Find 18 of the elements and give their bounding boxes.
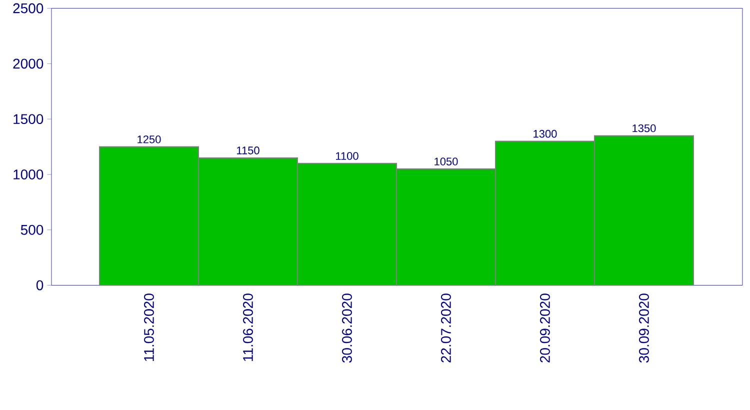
y-tick-label: 1000	[14, 169, 44, 180]
y-tick-label: 500	[20, 224, 44, 235]
x-tick-label: 11.06.2020	[243, 293, 253, 361]
data-label: 1100	[336, 152, 358, 160]
x-tick-label: 22.07.2020	[441, 293, 451, 362]
data-label: 1350	[632, 124, 656, 132]
x-tick-label: 30.09.2020	[639, 293, 649, 362]
y-tick-label: 2000	[13, 58, 44, 68]
y-tick-label: 1500	[14, 114, 44, 124]
x-tick-label: 30.06.2020	[342, 293, 352, 362]
x-tick-label: 11.05.2020	[144, 293, 154, 361]
y-tick-label: 2500	[13, 3, 44, 14]
data-label: 1250	[138, 135, 161, 144]
data-label: 1050	[434, 157, 458, 166]
y-tick-label: 0	[36, 280, 44, 290]
data-label: 1150	[237, 146, 260, 154]
x-tick-label: 20.09.2020	[540, 293, 550, 362]
data-label: 1300	[534, 130, 557, 138]
